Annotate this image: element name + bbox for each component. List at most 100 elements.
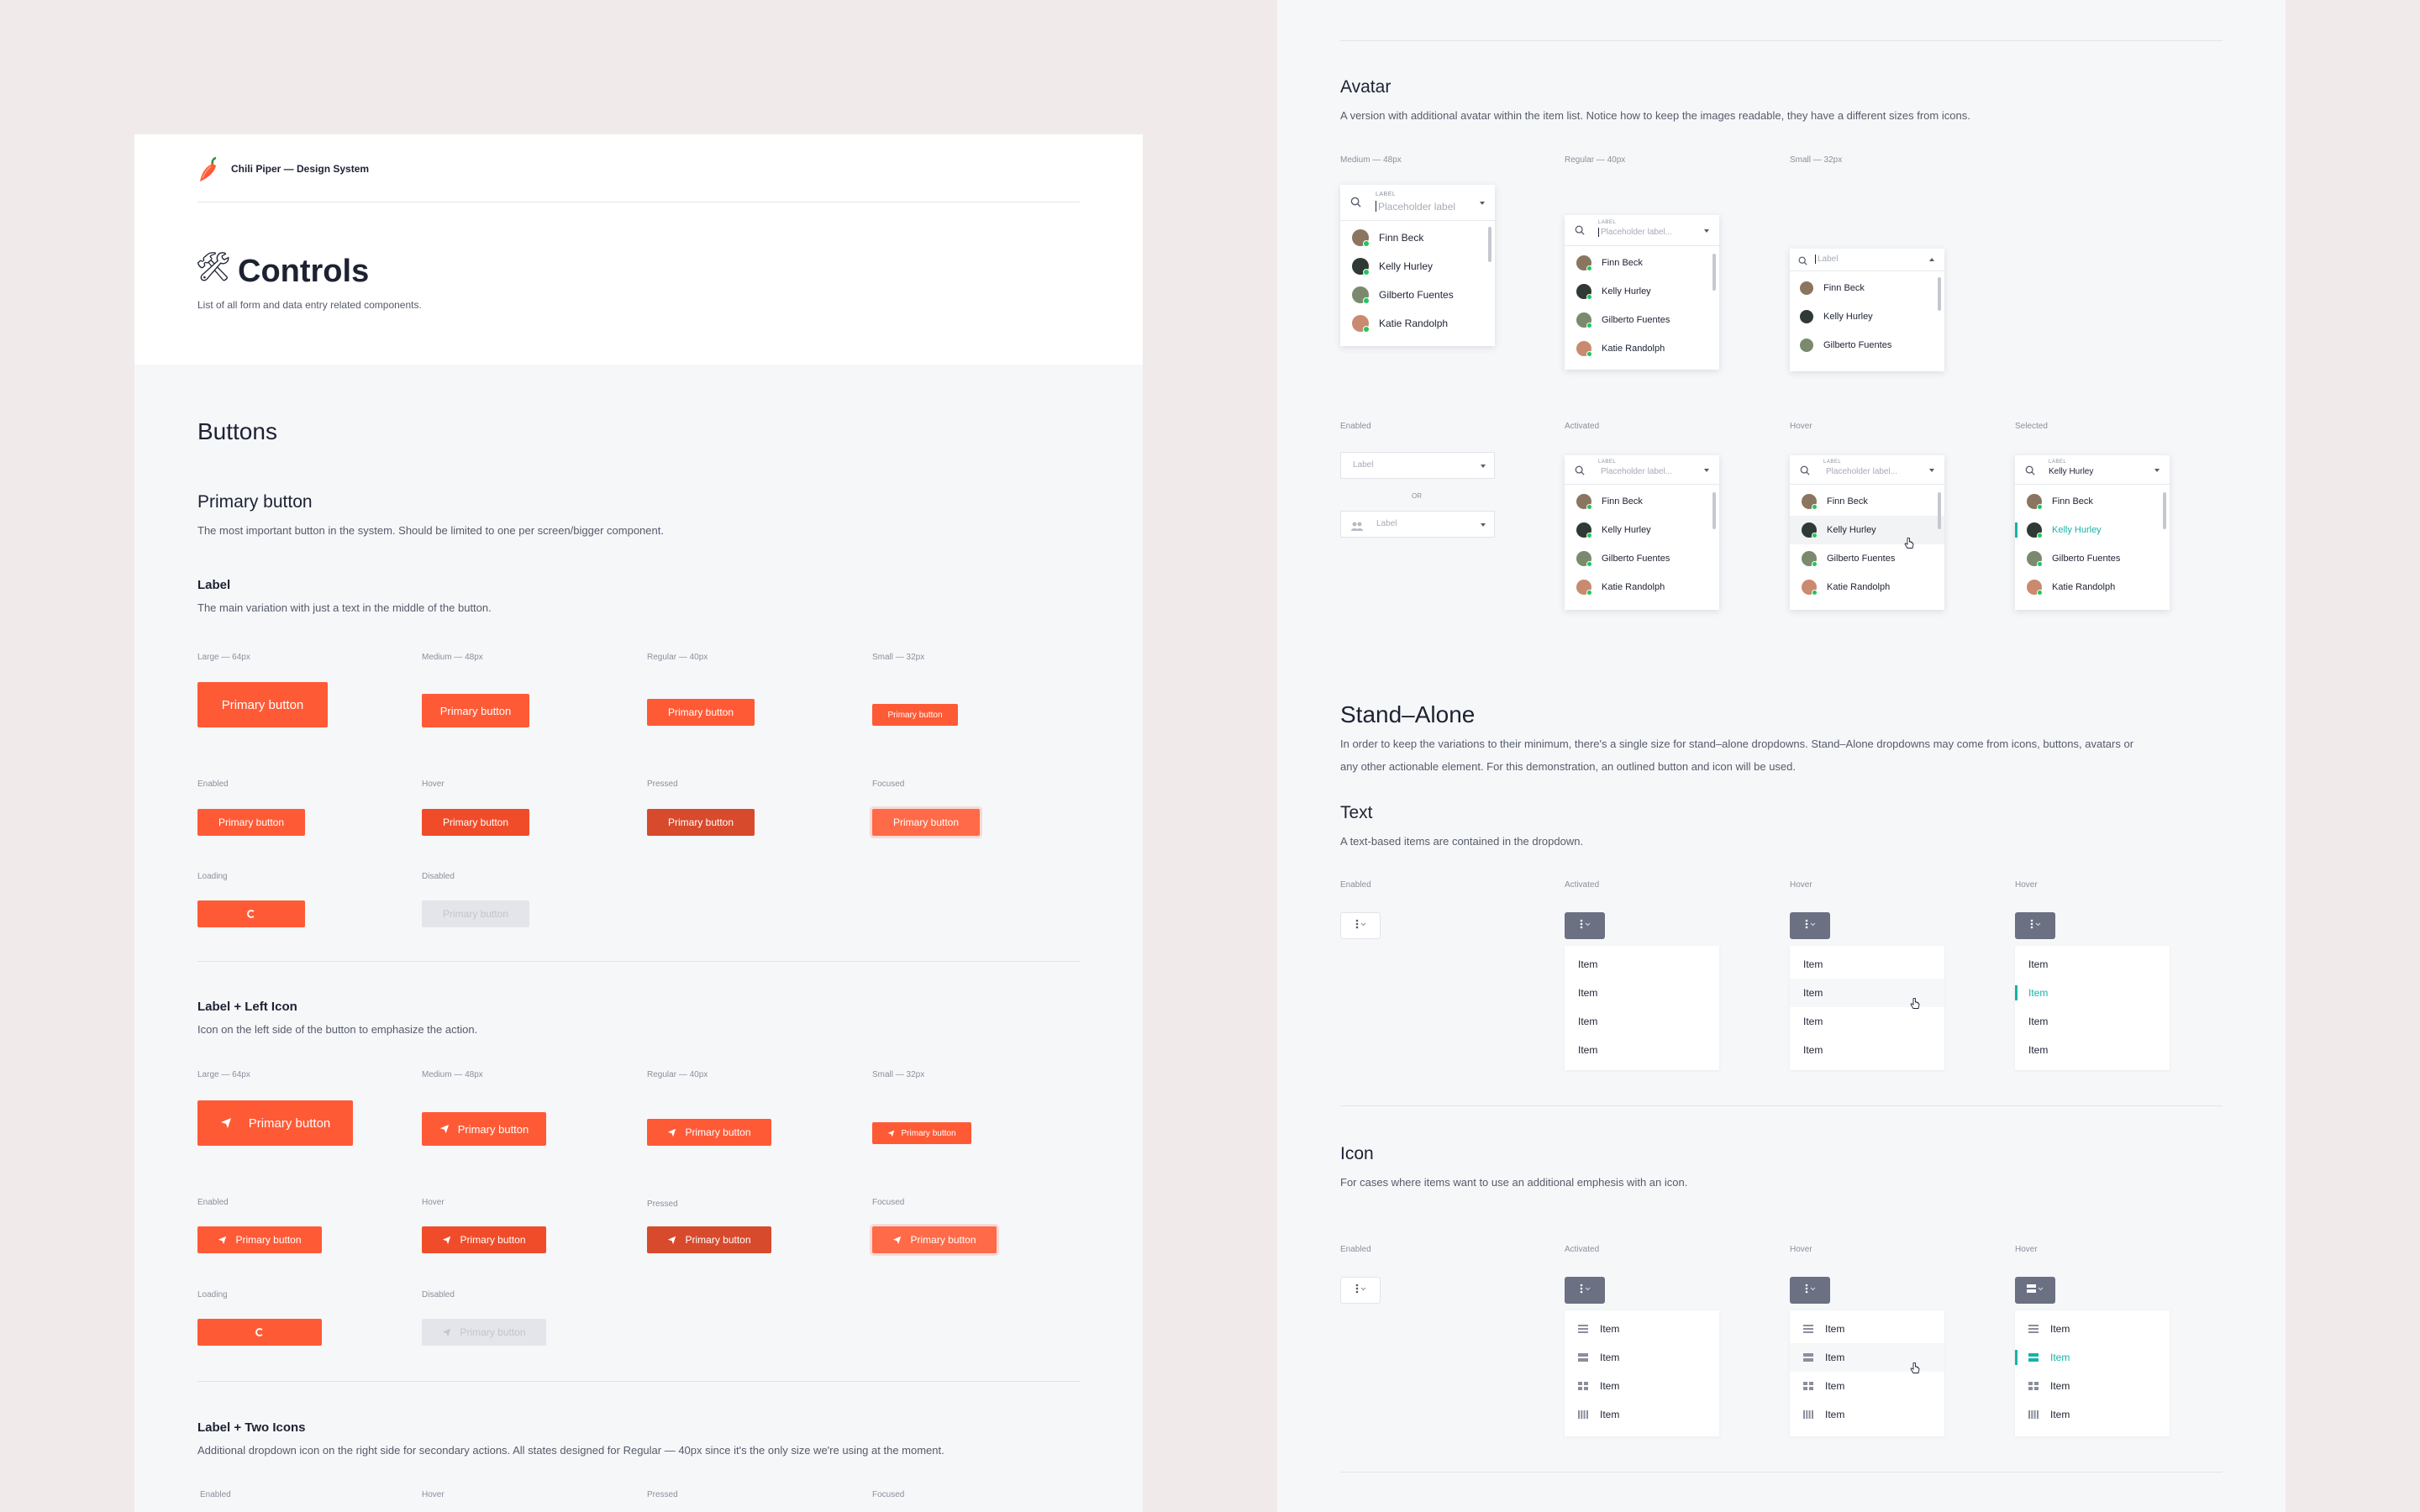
size-caption-medium: Medium — 48px (422, 1070, 483, 1079)
primary-button-small[interactable]: Primary button (872, 704, 958, 726)
list-item-selected[interactable]: Kelly Hurley (2015, 516, 2170, 544)
menu-item-hovered[interactable]: Item (1790, 979, 1944, 1007)
dropdown-field[interactable]: LABEL Kelly Hurley (2015, 455, 2170, 485)
list-item[interactable]: Katie Randolph (1790, 573, 1944, 601)
icon-dropdown-menu-selected[interactable]: Item Item Item Item (2015, 1310, 2170, 1436)
menu-item[interactable]: Item (2028, 1044, 2049, 1056)
list-item[interactable]: Finn Beck (2015, 487, 2170, 516)
dropdown-field[interactable]: Label (1790, 249, 1944, 271)
menu-item[interactable]: Item (1565, 1372, 1719, 1400)
menu-item[interactable]: Item (2015, 1400, 2170, 1429)
menu-item[interactable]: Item (1790, 1400, 1944, 1429)
select-field-enabled[interactable]: Label (1340, 452, 1495, 479)
menu-item[interactable]: Item (1803, 958, 1823, 970)
list-item[interactable]: Katie Randolph (1340, 309, 1495, 338)
menu-item[interactable]: Item (1790, 1372, 1944, 1400)
text-dropdown-menu-hover[interactable]: Item Item Item Item (1790, 946, 1944, 1070)
menu-item[interactable]: Item (1803, 1044, 1823, 1056)
menu-item-selected[interactable]: Item (2015, 979, 2170, 1007)
primary-button-enabled[interactable]: Primary button (197, 809, 305, 836)
kebab-dropdown-button-active[interactable] (2015, 912, 2055, 939)
list-item[interactable]: Gilberto Fuentes (1340, 281, 1495, 309)
list-item[interactable]: Katie Randolph (1565, 573, 1719, 601)
list-item[interactable]: Gilberto Fuentes (1790, 331, 1944, 360)
icon-dropdown-menu[interactable]: Item Item Item Item (1565, 1310, 1719, 1436)
menu-item[interactable]: Item (1578, 1016, 1598, 1027)
scrollbar[interactable] (1712, 254, 1716, 291)
icon-button-medium[interactable]: Primary button (422, 1112, 546, 1146)
dropdown-field[interactable]: LABEL Placeholder label... (1565, 215, 1719, 246)
primary-button-focused[interactable]: Primary button (872, 809, 980, 836)
list-item[interactable]: Finn Beck (1340, 223, 1495, 252)
primary-button-regular[interactable]: Primary button (647, 699, 755, 726)
kebab-dropdown-button-active[interactable] (1565, 1277, 1605, 1304)
primary-button-large[interactable]: Primary button (197, 682, 328, 727)
list-item[interactable]: Finn Beck (1565, 487, 1719, 516)
text-dropdown-menu[interactable]: Item Item Item Item (1565, 946, 1719, 1070)
list-item[interactable]: Finn Beck (1565, 249, 1719, 277)
menu-item[interactable]: Item (1803, 1016, 1823, 1027)
list-item[interactable]: Gilberto Fuentes (1790, 544, 1944, 573)
kebab-dropdown-button-active[interactable] (1790, 1277, 1830, 1304)
avatar-dropdown-selected[interactable]: LABEL Kelly Hurley Finn Beck Kelly Hurle… (2015, 455, 2170, 610)
menu-item[interactable]: Item (1565, 1400, 1719, 1429)
avatar-dropdown-medium[interactable]: LABEL Placeholder label Finn Beck Kelly … (1340, 185, 1495, 346)
icon-button-pressed[interactable]: Primary button (647, 1226, 771, 1253)
avatar-dropdown-hover[interactable]: LABEL Placeholder label... Finn Beck Kel… (1790, 455, 1944, 610)
text-dropdown-menu-selected[interactable]: Item Item Item Item (2015, 946, 2170, 1070)
list-item[interactable]: Kelly Hurley (1565, 516, 1719, 544)
scrollbar[interactable] (1488, 227, 1491, 262)
menu-item-hovered[interactable]: Item (1790, 1343, 1944, 1372)
menu-item[interactable]: Item (1578, 1044, 1598, 1056)
kebab-dropdown-button-active[interactable] (1790, 912, 1830, 939)
primary-button-medium[interactable]: Primary button (422, 694, 529, 727)
menu-item[interactable]: Item (2028, 958, 2049, 970)
menu-item[interactable]: Item (1578, 987, 1598, 999)
list-item[interactable]: Kelly Hurley (1565, 277, 1719, 306)
list-item[interactable]: Gilberto Fuentes (1565, 306, 1719, 334)
menu-item[interactable]: Item (1578, 958, 1598, 970)
list-item[interactable]: Kelly Hurley (1340, 252, 1495, 281)
avatar-dropdown-regular[interactable]: LABEL Placeholder label... Finn Beck Kel… (1565, 215, 1719, 370)
avatar-dropdown-activated[interactable]: LABEL Placeholder label... Finn Beck Kel… (1565, 455, 1719, 610)
scrollbar[interactable] (2163, 492, 2166, 529)
menu-item[interactable]: Item (1565, 1315, 1719, 1343)
list-item[interactable]: Finn Beck (1790, 274, 1944, 302)
rows-dropdown-button-active[interactable] (2015, 1277, 2055, 1304)
menu-item-selected[interactable]: Item (2015, 1343, 2170, 1372)
kebab-dropdown-button-active[interactable] (1565, 912, 1605, 939)
primary-button-hover[interactable]: Primary button (422, 809, 529, 836)
scrollbar[interactable] (1712, 492, 1716, 529)
menu-item[interactable]: Item (2015, 1372, 2170, 1400)
icon-button-large[interactable]: Primary button (197, 1100, 353, 1146)
kebab-dropdown-button[interactable] (1340, 912, 1381, 939)
scrollbar[interactable] (1938, 492, 1941, 529)
menu-item[interactable]: Item (2015, 1315, 2170, 1343)
dropdown-field[interactable]: LABEL Placeholder label... (1565, 455, 1719, 485)
icon-button-hover[interactable]: Primary button (422, 1226, 546, 1253)
icon-button-small[interactable]: Primary button (872, 1122, 971, 1144)
dropdown-field[interactable]: LABEL Placeholder label... (1790, 455, 1944, 485)
list-item[interactable]: Gilberto Fuentes (1565, 544, 1719, 573)
scrollbar[interactable] (1938, 277, 1941, 311)
menu-item[interactable]: Item (1790, 1315, 1944, 1343)
avatar-dropdown-small[interactable]: Label Finn Beck Kelly Hurley Gilberto Fu… (1790, 249, 1944, 371)
icon-button-focused[interactable]: Primary button (872, 1226, 997, 1253)
icon-dropdown-menu-hover[interactable]: Item Item Item Item (1790, 1310, 1944, 1436)
list-item[interactable]: Kelly Hurley (1790, 302, 1944, 331)
icon-button-regular[interactable]: Primary button (647, 1119, 771, 1146)
list-item[interactable]: Gilberto Fuentes (2015, 544, 2170, 573)
list-item[interactable]: Katie Randolph (2015, 573, 2170, 601)
primary-button-loading[interactable] (197, 900, 305, 927)
icon-button-enabled[interactable]: Primary button (197, 1226, 322, 1253)
list-item[interactable]: Finn Beck (1790, 487, 1944, 516)
menu-item[interactable]: Item (1565, 1343, 1719, 1372)
select-field-with-avatar[interactable]: Label (1340, 511, 1495, 538)
primary-button-pressed[interactable]: Primary button (647, 809, 755, 836)
icon-button-loading[interactable] (197, 1319, 322, 1346)
kebab-dropdown-button[interactable] (1340, 1277, 1381, 1304)
list-item-hovered[interactable]: Kelly Hurley (1790, 516, 1944, 544)
list-item[interactable]: Katie Randolph (1565, 334, 1719, 363)
dropdown-field[interactable]: LABEL Placeholder label (1340, 185, 1495, 221)
menu-item[interactable]: Item (2028, 1016, 2049, 1027)
